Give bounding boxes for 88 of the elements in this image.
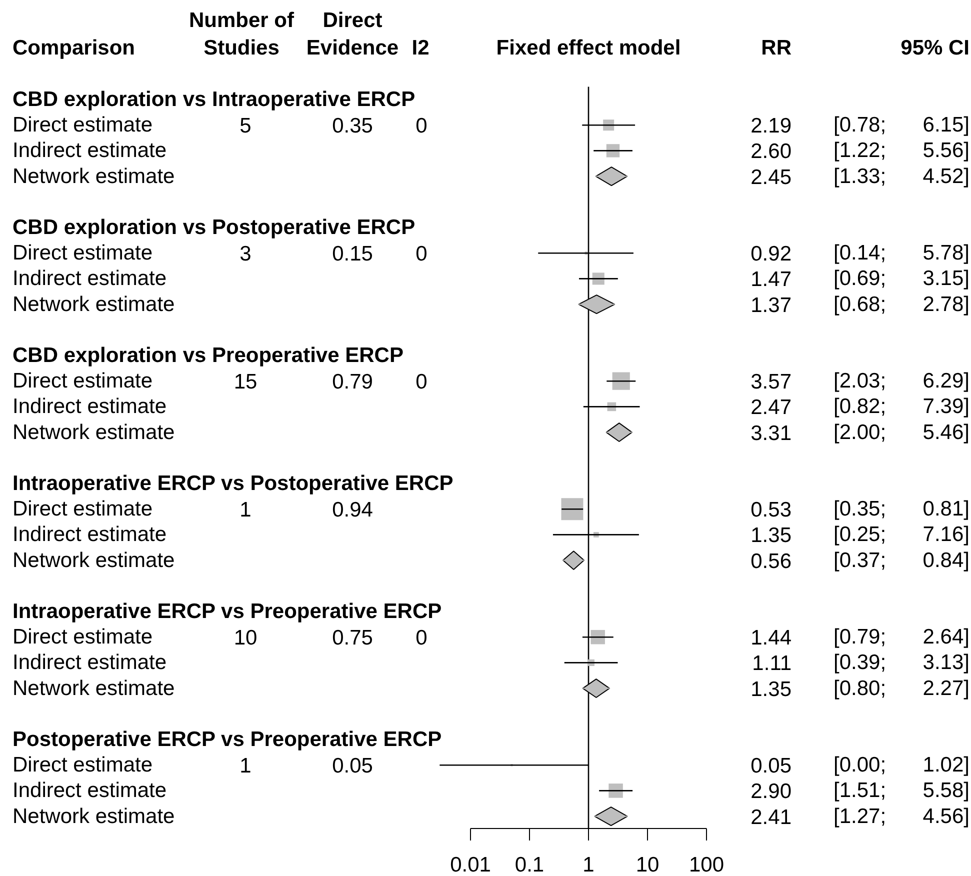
text: 1.37 xyxy=(750,294,792,317)
x-tick-label: 0.1 xyxy=(514,854,544,876)
text: [1.22; 5.56] xyxy=(834,139,970,162)
text: [2.00; 5.46] xyxy=(834,420,970,444)
y-tick-label: Direct estimate xyxy=(12,626,153,649)
x-tick-label: 1 xyxy=(582,854,594,876)
y-tick-label: Direct estimate xyxy=(12,370,153,393)
y-tick-label: CBD exploration vs Preoperative ERCP xyxy=(12,344,404,367)
text: [0.69; 3.15] xyxy=(834,267,970,290)
y-tick-label: Network estimate xyxy=(12,292,175,316)
y-tick-label: CBD exploration vs Intraoperative ERCP xyxy=(12,88,416,111)
text: 2.45 xyxy=(750,166,792,189)
text: [1.27; 4.56] xyxy=(834,804,970,828)
text: 1.11 xyxy=(752,652,792,676)
y-tick-label: Indirect estimate xyxy=(12,395,167,418)
y-tick-label: Direct estimate xyxy=(12,114,153,137)
text: 0.05 xyxy=(332,754,373,778)
text: 1.35 xyxy=(750,678,792,701)
text: 0 xyxy=(416,242,428,266)
category-label: Direct Evidence xyxy=(306,8,399,60)
y-tick-label: Indirect estimate xyxy=(12,523,167,546)
category-label: I2 xyxy=(412,36,430,60)
text: 1.35 xyxy=(750,524,792,548)
text: [0.78; 6.15] xyxy=(834,114,970,137)
text: [1.51; 5.58] xyxy=(834,779,970,802)
text: [0.14; 5.78] xyxy=(834,242,970,265)
y-tick-label: Network estimate xyxy=(12,548,175,572)
text: 1 xyxy=(240,754,252,778)
text: [0.39; 3.13] xyxy=(834,651,970,674)
text: [0.25; 7.16] xyxy=(834,523,970,546)
text: 10 xyxy=(234,626,258,650)
y-tick-label: Network estimate xyxy=(12,164,175,188)
y-tick-label: Direct estimate xyxy=(12,242,153,265)
text: [0.80; 2.27] xyxy=(834,676,970,700)
text: 2.47 xyxy=(750,396,792,420)
text: [0.82; 7.39] xyxy=(834,395,970,418)
text: 1.47 xyxy=(750,268,792,292)
text: 0.94 xyxy=(332,498,373,522)
text: [1.33; 4.52] xyxy=(834,164,970,188)
text: 0.79 xyxy=(332,370,373,394)
text: 0.05 xyxy=(750,754,792,778)
text: 0.56 xyxy=(750,550,792,573)
text: 2.90 xyxy=(750,780,792,804)
text: 2.19 xyxy=(750,114,792,138)
text: 3.57 xyxy=(750,370,792,394)
y-tick-label: Indirect estimate xyxy=(12,651,167,674)
text: 0.92 xyxy=(750,242,792,266)
text: 0.75 xyxy=(332,626,373,650)
y-tick-label: CBD exploration vs Postoperative ERCP xyxy=(12,216,416,239)
text: 0 xyxy=(416,626,428,650)
y-tick-label: Indirect estimate xyxy=(12,779,167,802)
category-label: RR xyxy=(761,36,792,60)
x-tick-label: 100 xyxy=(688,854,724,876)
text: 2.60 xyxy=(750,140,792,164)
text: 0.53 xyxy=(750,498,792,522)
category-label: Number of Studies xyxy=(189,8,296,60)
text: [0.00; 1.02] xyxy=(834,754,970,777)
y-tick-label: Intraoperative ERCP vs Postoperative ERCP xyxy=(12,472,454,495)
text: 15 xyxy=(234,370,258,394)
y-tick-label: Direct estimate xyxy=(12,498,153,521)
y-tick-label: Indirect estimate xyxy=(12,139,167,162)
x-tick-label: 0.01 xyxy=(450,854,491,876)
category-label: 95% CI xyxy=(900,36,970,60)
y-tick-label: Network estimate xyxy=(12,420,175,444)
y-tick-label: Network estimate xyxy=(12,804,175,828)
y-tick-label: Indirect estimate xyxy=(12,267,167,290)
text: 1.44 xyxy=(750,626,792,650)
text: 3.31 xyxy=(750,422,792,445)
x-axis-title: Fixed effect model xyxy=(496,36,681,60)
y-axis-title: Comparison xyxy=(12,36,136,60)
y-tick-label: Direct estimate xyxy=(12,754,153,777)
y-tick-label: Network estimate xyxy=(12,676,175,700)
text: 3 xyxy=(240,242,252,266)
text: 0 xyxy=(416,114,428,138)
text: 1 xyxy=(240,498,252,522)
text: [0.68; 2.78] xyxy=(834,292,970,316)
text: [0.79; 2.64] xyxy=(834,626,970,649)
y-tick-label: Intraoperative ERCP vs Preoperative ERCP xyxy=(12,600,442,623)
text: 0.15 xyxy=(332,242,373,266)
text: 0 xyxy=(416,370,428,394)
text: 5 xyxy=(240,114,252,138)
y-tick-label: Postoperative ERCP vs Preoperative ERCP xyxy=(12,728,442,751)
text: 0.35 xyxy=(332,114,373,138)
x-tick-label: 10 xyxy=(636,854,660,876)
text: 2.41 xyxy=(750,806,792,829)
text: [0.35; 0.81] xyxy=(834,498,970,521)
text: [0.37; 0.84] xyxy=(834,548,970,572)
text: [2.03; 6.29] xyxy=(834,370,970,393)
